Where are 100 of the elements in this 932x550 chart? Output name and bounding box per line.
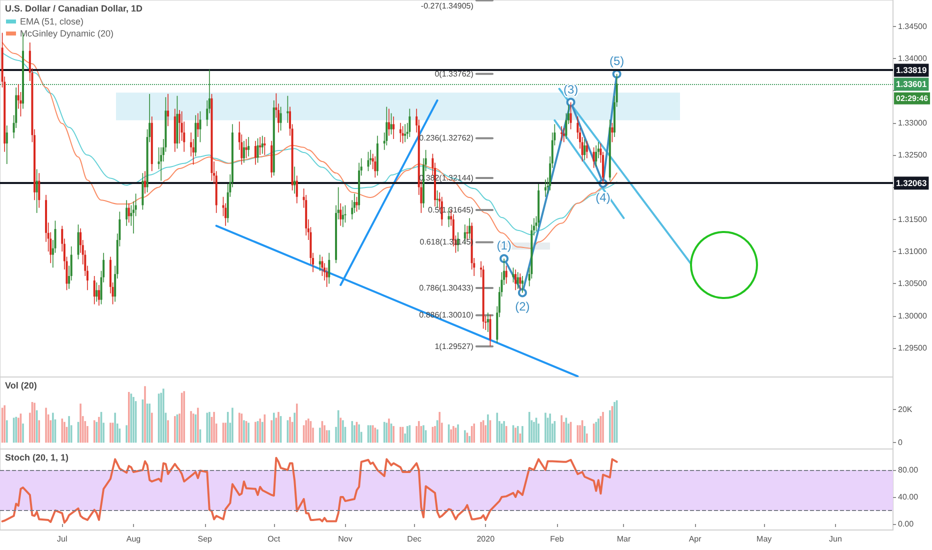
annotation: (2) (515, 300, 530, 314)
candlestick (126, 200, 128, 226)
candlestick (259, 136, 262, 156)
annotation: 1(1.29527) (434, 342, 474, 351)
x-tick-label: Jun (829, 534, 842, 544)
annotation: 0(1.33762) (434, 69, 474, 78)
candlestick (399, 122, 402, 143)
candlestick (584, 138, 586, 161)
candlestick (128, 202, 130, 223)
candlestick (356, 196, 358, 212)
x-tick-label: 2020 (476, 534, 496, 544)
y-tick-label: 0 (898, 438, 903, 448)
chart-title: Stoch (20, 1, 1) (5, 452, 69, 462)
candlestick (93, 276, 96, 305)
candlestick (390, 112, 392, 135)
x-tick-label: Feb (550, 534, 564, 544)
candlestick (167, 94, 170, 126)
candlestick (514, 269, 517, 291)
candlestick (392, 116, 395, 140)
x-tick-label: Mar (616, 534, 631, 544)
point (518, 288, 527, 298)
y-tick-label: 1.30000 (898, 311, 928, 320)
candlestick (196, 112, 199, 138)
candlestick (318, 254, 321, 272)
x-tick-label: Sep (198, 534, 213, 544)
x-tick-label: Aug (126, 534, 141, 544)
candlestick (340, 202, 342, 226)
ref-line-label: 1.32063 (896, 178, 927, 188)
x-tick-label: Apr (688, 534, 702, 544)
candlestick (586, 140, 588, 159)
candlestick (342, 206, 344, 228)
y-tick-label: 1.34000 (898, 54, 928, 64)
candlestick (261, 135, 264, 154)
candlestick (570, 102, 572, 130)
y-tick-label: 1.34500 (898, 22, 928, 31)
candlestick (560, 126, 563, 142)
y-tick-label: 20K (898, 404, 913, 414)
candlestick (321, 256, 324, 276)
candlestick (36, 168, 38, 214)
candlestick (178, 110, 181, 144)
candlestick (512, 267, 514, 283)
candlestick (544, 179, 546, 198)
candlestick (505, 265, 508, 284)
candlestick (486, 312, 489, 332)
candlestick (328, 252, 330, 284)
y-tick-label: 40.00 (898, 492, 919, 502)
candlestick (77, 224, 80, 260)
candlestick (98, 284, 100, 306)
y-tick-label: 1.31500 (898, 214, 928, 224)
candlestick (489, 314, 492, 347)
annotation: (4) (596, 190, 610, 204)
candlestick (408, 108, 411, 138)
annotation: 02:29:46 (896, 94, 929, 103)
annotation: 0.786(1.30433) (419, 284, 474, 293)
ref-line-label: 1.33819 (896, 65, 927, 76)
annotation: -0.27(1.34905) (420, 2, 474, 10)
candlestick (248, 136, 250, 157)
legend-label: McGinley Dynamic (20) (20, 28, 114, 38)
point (566, 98, 576, 107)
y-tick-label: 1.33000 (898, 118, 928, 128)
candlestick (254, 140, 256, 166)
annotation: (3) (563, 82, 578, 96)
x-tick-label: Nov (338, 534, 352, 544)
y-tick-label: 1.29500 (898, 344, 928, 353)
candlestick (38, 172, 40, 208)
chart-title: Vol (20) (5, 380, 37, 390)
y-tick-label: 1.30500 (898, 279, 928, 288)
y-tick-label: 1.32500 (898, 150, 928, 160)
candlestick (344, 204, 346, 223)
candlestick (595, 144, 598, 168)
y-tick-label: 80.00 (898, 465, 919, 474)
candlestick (516, 272, 519, 290)
candlestick (466, 225, 468, 240)
candlestick (144, 170, 146, 194)
candlestick (468, 218, 471, 240)
candlestick (326, 267, 328, 288)
candlestick (388, 108, 390, 136)
candlestick (245, 138, 248, 159)
legend-label: EMA (51, close) (20, 16, 84, 26)
candlestick (402, 126, 404, 144)
candlestick (521, 276, 524, 294)
candlestick (6, 125, 8, 164)
candlestick (296, 175, 298, 204)
candlestick (386, 106, 388, 146)
candlestick (294, 166, 296, 194)
candlestick (280, 106, 282, 131)
annotation: (5) (609, 54, 624, 68)
x-tick-label: Jul (57, 534, 68, 544)
candlestick (592, 146, 595, 168)
ref-line-label: 1.33601 (896, 79, 927, 90)
candlestick (367, 151, 370, 172)
candlestick (264, 136, 266, 156)
candlestick (199, 110, 202, 143)
candlestick (519, 273, 522, 291)
candlestick (242, 140, 245, 164)
point (500, 254, 509, 264)
chart-title: U.S. Dollar / Canadian Dollar, 1D (5, 4, 144, 14)
x-tick-label: Dec (407, 534, 422, 544)
candlestick (611, 122, 614, 143)
candlestick (96, 282, 98, 302)
